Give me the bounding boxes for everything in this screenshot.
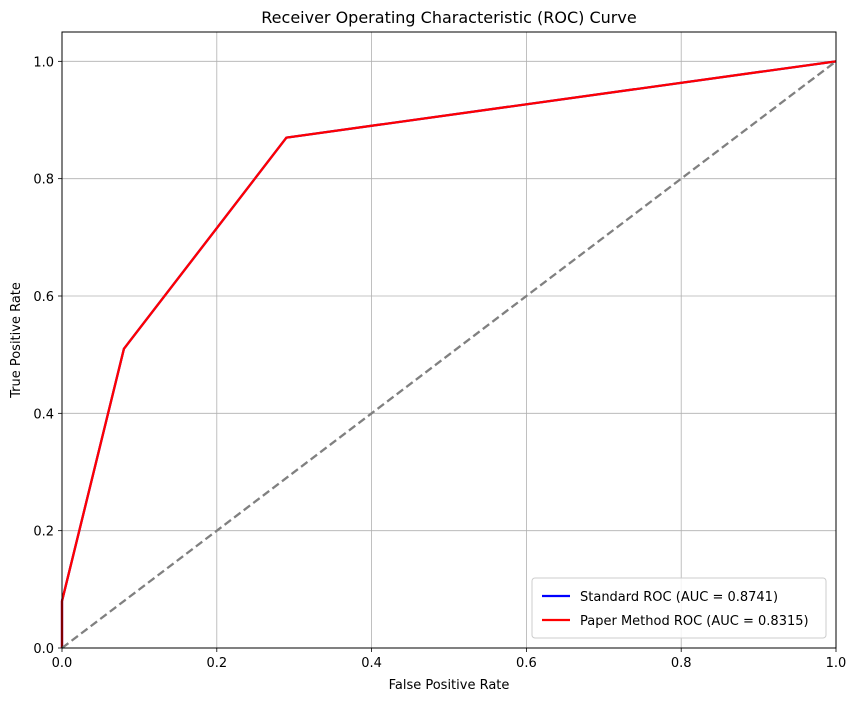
legend-label: Paper Method ROC (AUC = 0.8315) [580, 614, 809, 629]
y-tick-label: 0.4 [33, 407, 54, 422]
x-tick-label: 0.4 [361, 656, 382, 671]
y-tick-label: 0.0 [33, 642, 54, 657]
y-tick-label: 0.6 [33, 290, 54, 305]
y-tick-label: 0.2 [33, 525, 54, 540]
y-axis-title: True Positive Rate [9, 282, 24, 399]
plot-frame [61, 31, 837, 649]
x-axis-title: False Positive Rate [389, 678, 510, 693]
y-tick-label: 1.0 [33, 55, 54, 70]
x-tick-label: 0.2 [206, 656, 227, 671]
x-tick-label: 0.8 [671, 656, 692, 671]
series-line-2 [61, 60, 837, 649]
chart-title: Receiver Operating Characteristic (ROC) … [261, 8, 636, 27]
legend-label: Standard ROC (AUC = 0.8741) [580, 590, 778, 605]
ticks: 0.0 0.2 0.4 0.6 0.8 1.0 0.0 0.2 0.4 0.6 0.8 1.0 [33, 55, 846, 671]
x-tick-label: 0.6 [516, 656, 537, 671]
grid-lines [61, 32, 837, 649]
y-tick-label: 0.8 [33, 173, 54, 188]
x-tick-label: 1.0 [826, 656, 847, 671]
series-layer [60, 60, 837, 649]
legend: Standard ROC (AUC = 0.8741) Paper Method … [531, 577, 827, 639]
legend-box [531, 577, 827, 639]
x-tick-label: 0.0 [52, 656, 73, 671]
